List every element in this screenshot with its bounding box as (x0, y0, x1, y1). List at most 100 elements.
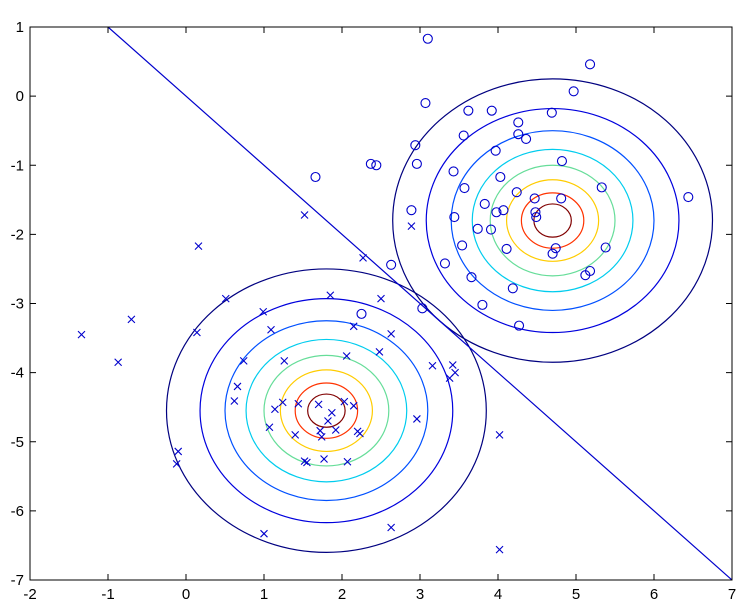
contour-ring-0-5 (279, 369, 374, 453)
y-tick-label: -4 (11, 365, 24, 382)
contour-ring-1-3 (471, 148, 634, 293)
circle-marker-point (472, 223, 483, 234)
circle-marker-point (596, 182, 607, 193)
x-marker-point (377, 294, 385, 303)
circle-marker-point (556, 156, 568, 167)
axis-ticks: -2 -1 0 1 2 3 4 5 6 7 1 0 -1 -2 -3 -4 -5 -6 -7 (11, 19, 737, 603)
x-marker-point (331, 426, 340, 434)
circle-marker-point (448, 166, 459, 177)
x-marker-point (324, 417, 332, 425)
x-marker-point (387, 330, 396, 338)
y-tick-label: 1 (16, 19, 24, 36)
x-marker-point (221, 294, 230, 303)
x-marker-point (271, 405, 279, 414)
x-marker-point (314, 400, 323, 409)
contour-ring-0-0 (165, 268, 487, 553)
plot-area (30, 27, 732, 580)
circle-marker-point (449, 212, 460, 223)
x-marker-point (114, 358, 123, 367)
x-marker-point (259, 307, 268, 316)
circle-marker-point (459, 183, 470, 194)
x-tick-label: -1 (101, 586, 114, 603)
circle-marker-point (422, 33, 433, 44)
circle-marker-point (420, 97, 431, 109)
x-marker-point (342, 352, 351, 360)
x-marker-point (280, 356, 289, 365)
circle-marker-point (683, 191, 694, 203)
points-layer (77, 33, 694, 554)
x-marker-point (291, 430, 300, 439)
contour-ring-0-2 (224, 320, 429, 502)
circle-marker-point (490, 145, 501, 156)
circle-marker-point (356, 308, 367, 319)
x-marker-point (300, 211, 309, 219)
circle-marker-point (511, 187, 522, 198)
circle-marker-point (513, 129, 524, 140)
x-marker-point (239, 356, 248, 365)
y-tick-label: -5 (11, 434, 24, 451)
circle-marker-point (495, 171, 506, 183)
circle-marker-point (479, 198, 490, 210)
contour-ring-0-1 (199, 298, 454, 524)
x-marker-point (303, 458, 311, 467)
circle-marker-point (410, 140, 421, 151)
x-tick-label: 4 (494, 586, 502, 603)
x-marker-point (265, 423, 274, 432)
x-marker-point (230, 397, 239, 405)
contour-ring-1-6 (520, 192, 585, 249)
y-tick-label: -2 (11, 226, 24, 243)
y-tick-label: -6 (11, 503, 24, 520)
x-marker-point (407, 222, 416, 230)
contour-ring-1-0 (392, 78, 714, 363)
x-marker-point (451, 368, 459, 377)
x-marker-point (317, 433, 326, 441)
circle-marker-point (584, 59, 596, 70)
circle-marker-point (547, 248, 558, 259)
circle-marker-point (406, 205, 417, 216)
circle-marker-point (550, 243, 561, 254)
contour-ring-0-7 (307, 393, 346, 428)
x-tick-label: -2 (23, 586, 36, 603)
decision-boundary-layer (107, 27, 732, 580)
x-tick-label: 0 (182, 586, 190, 603)
x-marker-point (172, 459, 181, 468)
x-marker-point (320, 455, 328, 463)
circle-marker-point (466, 272, 477, 283)
x-marker-point (77, 330, 86, 339)
x-marker-point (495, 545, 504, 554)
circle-marker-point (371, 160, 382, 171)
circle-marker-point (411, 158, 422, 169)
x-tick-label: 2 (338, 586, 346, 603)
contour-ring-0-3 (245, 338, 408, 483)
x-marker-point (300, 457, 309, 465)
y-tick-label: 0 (16, 88, 24, 105)
x-marker-point (448, 361, 457, 369)
x-marker-point (343, 457, 352, 466)
circle-marker-point (417, 303, 428, 314)
x-marker-point (326, 291, 335, 300)
x-marker-point (233, 382, 242, 391)
x-marker-point (349, 401, 358, 410)
contour-ring-0-4 (263, 354, 390, 467)
x-marker-point (359, 253, 367, 262)
circle-marker-point (310, 171, 321, 183)
circle-marker-point (513, 117, 524, 128)
x-marker-point (327, 408, 336, 417)
x-marker-point (349, 322, 358, 331)
x-marker-point (340, 397, 349, 406)
circle-marker-point (485, 224, 497, 235)
circle-marker-point (556, 193, 567, 204)
x-marker-point (193, 328, 201, 337)
circle-marker-point (501, 243, 512, 254)
x-marker-point (278, 398, 287, 407)
x-tick-label: 6 (650, 586, 658, 603)
x-marker-point (412, 415, 421, 423)
circle-marker-point (498, 205, 509, 216)
x-marker-point (356, 429, 364, 438)
x-marker-point (294, 399, 303, 408)
x-marker-point (194, 242, 203, 251)
x-marker-point (260, 529, 268, 538)
x-marker-point (387, 523, 396, 532)
circle-marker-point (529, 193, 540, 204)
